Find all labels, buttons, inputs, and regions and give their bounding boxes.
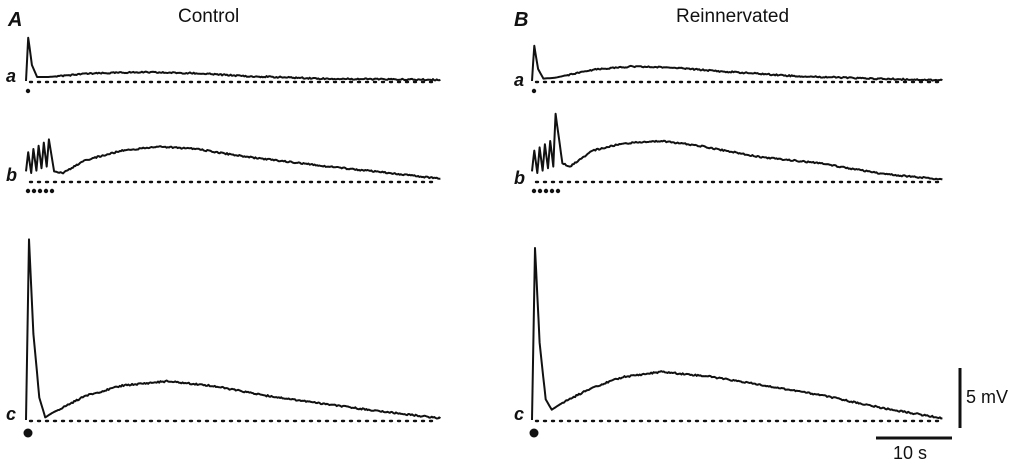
stimulus-marker-b-b-2 <box>537 188 543 194</box>
stimulus-marker-a-b-4 <box>43 188 49 194</box>
row-letter-a-a: a <box>6 66 16 86</box>
panel-title-control: Control <box>178 6 239 27</box>
row-letter-a-c: c <box>6 404 16 424</box>
row-letter-b-b: b <box>514 168 525 188</box>
stimulus-marker-b-b-3 <box>543 188 549 194</box>
trace-b-c <box>531 247 943 421</box>
trace-a-b <box>25 138 441 180</box>
trace-a-c <box>25 238 441 421</box>
panel-letter-a: A <box>7 9 22 31</box>
stimulus-marker-a-b-1 <box>25 188 31 194</box>
time-scale-label: 10 s <box>893 443 927 463</box>
stimulus-marker-a-b-2 <box>31 188 37 194</box>
trace-a-a <box>25 36 441 82</box>
stimulus-marker-b-a-1 <box>531 88 537 94</box>
row-letter-b-c: c <box>514 404 524 424</box>
stimulus-marker-a-b-5 <box>49 188 55 194</box>
trace-b-a <box>531 44 943 82</box>
stimulus-marker-b-c-1 <box>529 428 539 438</box>
panel-title-reinnervated: Reinnervated <box>676 6 789 27</box>
trace-b-b <box>531 112 943 181</box>
stimulus-marker-a-c-1 <box>23 428 33 438</box>
stimulus-marker-a-b-3 <box>37 188 43 194</box>
stimulus-marker-a-a-1 <box>25 88 31 94</box>
stimulus-marker-b-b-4 <box>549 188 555 194</box>
stimulus-marker-b-b-1 <box>531 188 537 194</box>
stimulus-marker-b-b-5 <box>555 188 561 194</box>
panel-letter-b: B <box>514 9 528 31</box>
traces-layer <box>23 36 946 438</box>
voltage-scale-label: 5 mV <box>966 387 1008 407</box>
row-letter-a-b: b <box>6 165 17 185</box>
row-letter-b-a: a <box>514 70 524 90</box>
